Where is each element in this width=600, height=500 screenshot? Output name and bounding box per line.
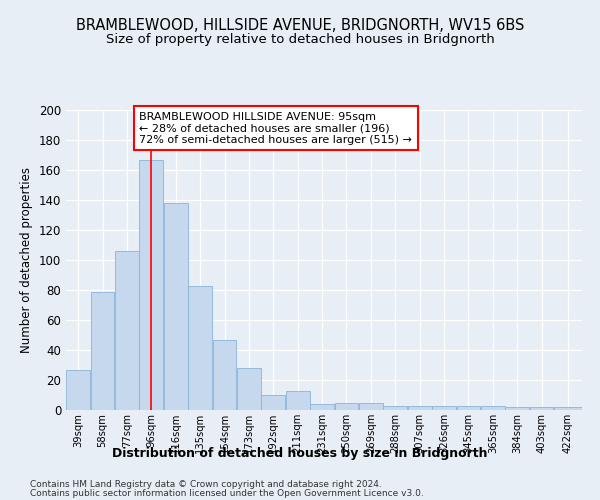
Bar [188,286,212,410]
Text: BRAMBLEWOOD, HILLSIDE AVENUE, BRIDGNORTH, WV15 6BS: BRAMBLEWOOD, HILLSIDE AVENUE, BRIDGNORTH… [76,18,524,32]
Bar [262,395,285,410]
Text: Contains public sector information licensed under the Open Government Licence v3: Contains public sector information licen… [30,489,424,498]
Bar [408,406,431,410]
Y-axis label: Number of detached properties: Number of detached properties [20,167,33,353]
Bar [335,402,358,410]
Bar [139,160,163,410]
Bar [164,203,188,410]
Bar [359,402,383,410]
Bar [457,406,480,410]
Text: Distribution of detached houses by size in Bridgnorth: Distribution of detached houses by size … [112,448,488,460]
Bar [310,404,334,410]
Bar [383,406,407,410]
Bar [505,407,529,410]
Bar [212,340,236,410]
Bar [91,292,115,410]
Text: Size of property relative to detached houses in Bridgnorth: Size of property relative to detached ho… [106,32,494,46]
Text: BRAMBLEWOOD HILLSIDE AVENUE: 95sqm
← 28% of detached houses are smaller (196)
72: BRAMBLEWOOD HILLSIDE AVENUE: 95sqm ← 28%… [139,112,412,144]
Bar [237,368,261,410]
Bar [432,406,456,410]
Bar [554,407,581,410]
Bar [481,406,505,410]
Bar [286,390,310,410]
Bar [530,407,553,410]
Bar [67,370,90,410]
Text: Contains HM Land Registry data © Crown copyright and database right 2024.: Contains HM Land Registry data © Crown c… [30,480,382,489]
Bar [115,251,139,410]
